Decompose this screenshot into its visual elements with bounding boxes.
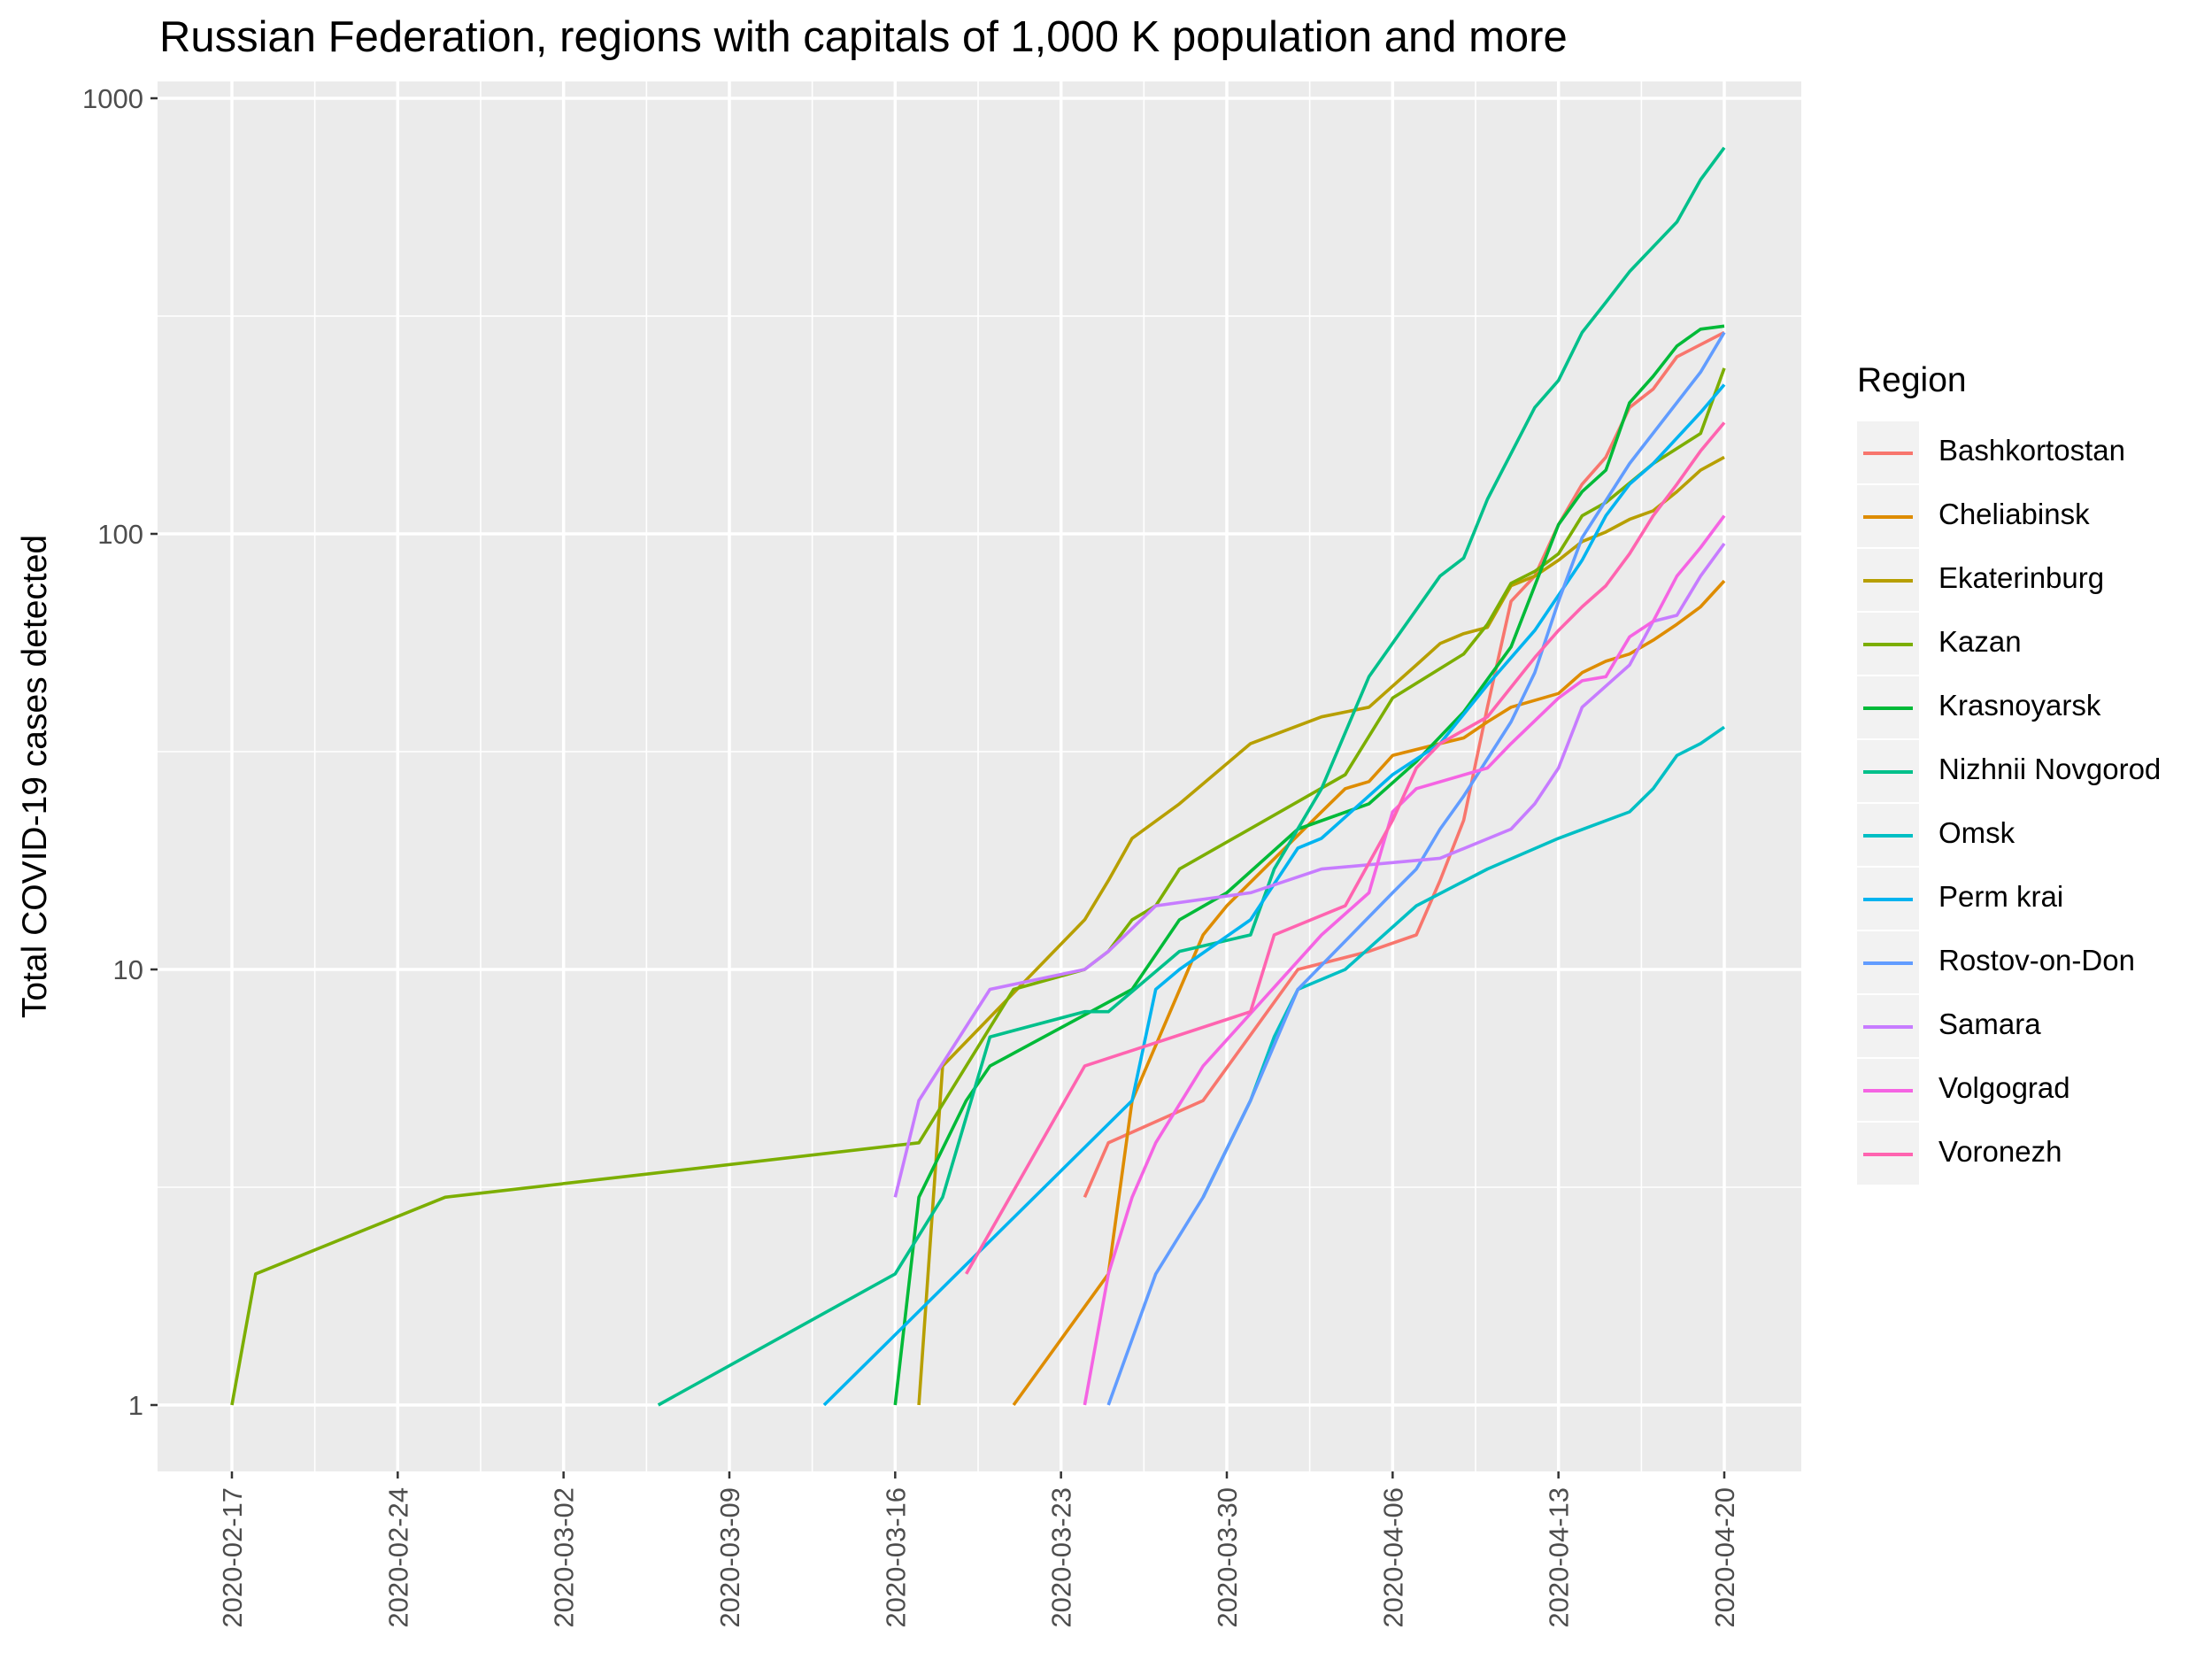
legend-swatch [1863, 515, 1913, 519]
legend-swatch [1863, 706, 1913, 710]
x-axis: 2020-02-17 2020-02-24 2020-03-02 2020-03-09… [217, 1471, 1740, 1628]
legend: Bashkortostan Cheliabinsk Ekaterinburg Kaza… [1857, 421, 2211, 1186]
legend-key [1857, 740, 1919, 802]
series-lines [230, 146, 1726, 1407]
legend-item-samara: Samara [1857, 995, 2211, 1059]
legend-swatch [1863, 770, 1913, 774]
legend-title: Region [1857, 361, 1967, 399]
legend-label: Voronezh [1938, 1135, 2062, 1168]
series-line-bashkortostan [1083, 330, 1725, 1199]
legend-label: Nizhnii Novgorod [1938, 753, 2162, 785]
x-tick-label: 2020-03-02 [549, 1487, 580, 1628]
series-line-omsk [1201, 725, 1726, 1199]
legend-item-nizhnii-novgorod: Nizhnii Novgorod [1857, 740, 2211, 804]
legend-swatch [1863, 961, 1913, 965]
legend-key [1857, 995, 1919, 1057]
legend-label: Ekaterinburg [1938, 561, 2105, 594]
legend-key [1857, 804, 1919, 866]
y-tick-label: 1 [128, 1390, 143, 1421]
x-tick-label: 2020-03-16 [880, 1487, 911, 1628]
legend-item-omsk: Omsk [1857, 804, 2211, 868]
y-tick-label: 1000 [82, 83, 143, 114]
legend-swatch [1863, 643, 1913, 646]
legend-key [1857, 1059, 1919, 1121]
legend-swatch [1863, 579, 1913, 583]
legend-label: Perm krai [1938, 880, 2064, 913]
legend-swatch [1863, 898, 1913, 901]
x-tick-label: 2020-03-30 [1212, 1487, 1243, 1628]
x-tick-label: 2020-04-13 [1544, 1487, 1575, 1628]
legend-label: Kazan [1938, 625, 2022, 658]
x-tick-label: 2020-04-20 [1709, 1487, 1740, 1628]
legend-key [1857, 613, 1919, 675]
plot-panel [158, 81, 1801, 1471]
legend-swatch [1863, 1089, 1913, 1093]
legend-label: Cheliabinsk [1938, 498, 2090, 530]
legend-swatch [1863, 834, 1913, 838]
chart-title: Russian Federation, regions with capital… [159, 13, 1568, 61]
legend-item-krasnoyarsk: Krasnoyarsk [1857, 676, 2211, 740]
legend-item-voronezh: Voronezh [1857, 1123, 2211, 1186]
y-axis-label: Total COVID-19 cases detected [16, 535, 54, 1018]
legend-item-cheliabinsk: Cheliabinsk [1857, 485, 2211, 549]
series-line-rostov-on-don [1106, 331, 1726, 1406]
x-tick-label: 2020-03-09 [714, 1487, 745, 1628]
x-tick-label: 2020-04-06 [1377, 1487, 1408, 1628]
series-line-krasnoyarsk [893, 324, 1725, 1406]
series-line-voronezh [965, 421, 1726, 1275]
series-line-volgograd [1083, 514, 1726, 1406]
legend-key [1857, 549, 1919, 611]
series-line-kazan [230, 367, 1726, 1406]
legend-key [1857, 676, 1919, 738]
legend-key [1857, 421, 1919, 483]
legend-swatch [1863, 1025, 1913, 1029]
legend-label: Rostov-on-Don [1938, 944, 2135, 977]
legend-item-kazan: Kazan [1857, 613, 2211, 676]
series-line-samara [893, 542, 1726, 1198]
legend-swatch [1863, 1153, 1913, 1156]
legend-label: Bashkortostan [1938, 434, 2125, 467]
legend-item-bashkortostan: Bashkortostan [1857, 421, 2211, 485]
major-gridlines [158, 81, 1801, 1471]
legend-item-volgograd: Volgograd [1857, 1059, 2211, 1123]
legend-label: Samara [1938, 1008, 2041, 1040]
legend-item-perm-krai: Perm krai [1857, 868, 2211, 931]
legend-item-rostov-on-don: Rostov-on-Don [1857, 931, 2211, 995]
x-tick-label: 2020-03-23 [1046, 1487, 1077, 1628]
legend-label: Volgograd [1938, 1071, 2070, 1104]
legend-label: Krasnoyarsk [1938, 689, 2101, 722]
legend-label: Omsk [1938, 816, 2015, 849]
x-tick-label: 2020-02-17 [217, 1487, 248, 1628]
legend-key [1857, 1123, 1919, 1185]
legend-key [1857, 485, 1919, 547]
x-tick-label: 2020-02-24 [382, 1487, 413, 1628]
series-line-nizhnii-novgorod [657, 146, 1726, 1407]
y-tick-label: 100 [97, 519, 143, 550]
series-line-ekaterinburg [917, 455, 1725, 1406]
legend-key [1857, 868, 1919, 930]
y-tick-label: 10 [113, 954, 143, 985]
legend-item-ekaterinburg: Ekaterinburg [1857, 549, 2211, 613]
y-axis: 1 10 100 1000 [82, 83, 158, 1421]
legend-key [1857, 931, 1919, 993]
legend-swatch [1863, 452, 1913, 455]
series-line-cheliabinsk [1012, 579, 1726, 1407]
